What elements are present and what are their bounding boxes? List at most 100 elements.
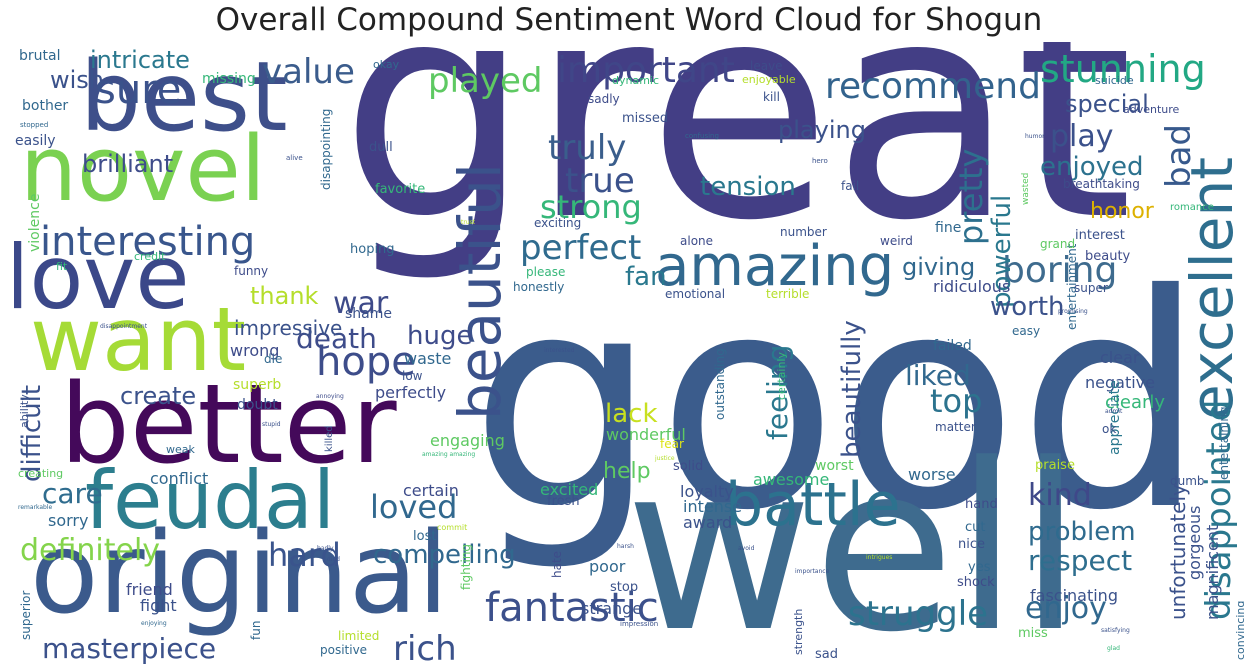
cloud-word-doubt: doubt bbox=[237, 397, 278, 413]
cloud-word-nice: nice bbox=[958, 537, 985, 552]
cloud-word-impression: impression bbox=[620, 620, 658, 628]
cloud-word-fight: fight bbox=[140, 596, 177, 615]
cloud-word-friend: friend bbox=[126, 580, 173, 599]
cloud-word-fear: fear bbox=[660, 437, 684, 451]
cloud-word-problem: problem bbox=[1028, 517, 1136, 547]
cloud-word-super: super bbox=[1074, 281, 1108, 295]
cloud-word-honestly: honestly bbox=[513, 280, 564, 294]
cloud-word-special: special bbox=[1065, 90, 1149, 118]
cloud-word-favorite: favorite bbox=[375, 182, 425, 197]
cloud-word-disappointed: disappointed bbox=[1199, 400, 1239, 620]
cloud-word-number: number bbox=[780, 225, 827, 239]
cloud-word-intrigues: intrigues bbox=[866, 554, 892, 561]
cloud-word-waste: waste bbox=[404, 349, 451, 368]
cloud-word-appreciate: appreciate bbox=[1107, 380, 1123, 455]
cloud-word-entertaining: entertaining bbox=[1217, 406, 1231, 480]
cloud-word-commit: commit bbox=[437, 523, 467, 532]
cloud-word-giving: giving bbox=[902, 253, 975, 281]
cloud-word-negative: negative bbox=[1085, 373, 1155, 392]
cloud-word-sorry: sorry bbox=[48, 511, 88, 530]
cloud-word-harsh: harsh bbox=[617, 543, 634, 550]
cloud-word-exciting: exciting bbox=[534, 216, 581, 230]
cloud-word-care: care bbox=[42, 477, 103, 510]
cloud-word-wish: wish bbox=[50, 66, 104, 94]
word-cloud-canvas: greatgoodwelloriginalbetterbestnovellove… bbox=[14, 42, 1244, 667]
cloud-word-amazing-amazing: amazing amazing bbox=[422, 451, 475, 458]
cloud-word-war: war bbox=[333, 286, 389, 321]
cloud-word-worse: worse bbox=[908, 465, 956, 484]
cloud-word-value: value bbox=[262, 52, 355, 92]
cloud-word-awesome: awesome bbox=[753, 470, 829, 489]
cloud-word-definitely: definitely bbox=[20, 533, 160, 568]
cloud-word-superb: superb bbox=[233, 377, 281, 393]
cloud-word-disappointing: disappointing bbox=[319, 109, 333, 190]
cloud-word-humor: humor bbox=[1025, 133, 1045, 140]
cloud-word-die: die bbox=[264, 352, 282, 366]
cloud-word-intense: intense bbox=[683, 497, 742, 516]
cloud-word-violence: violence bbox=[27, 194, 43, 252]
cloud-word-recommend: recommend bbox=[825, 66, 1041, 107]
cloud-word-honor: honor bbox=[1090, 199, 1155, 224]
cloud-word-fascinating: fascinating bbox=[1030, 586, 1118, 605]
cloud-word-interesting: interesting bbox=[40, 219, 255, 265]
cloud-word-disappointment: disappointment bbox=[100, 323, 148, 330]
cloud-word-confusing: confusing bbox=[685, 132, 719, 140]
cloud-word-compelling: compelling bbox=[373, 540, 516, 570]
cloud-word-leave: leave bbox=[750, 59, 783, 73]
cloud-word-yes: yes bbox=[968, 560, 991, 575]
cloud-word-gorgeous: gorgeous bbox=[1185, 505, 1204, 580]
cloud-word-trust: trust bbox=[461, 219, 476, 226]
cloud-word-weird: weird bbox=[880, 234, 913, 248]
cloud-word-feeling: feeling bbox=[761, 345, 794, 440]
cloud-word-played: played bbox=[428, 61, 542, 101]
cloud-word-rich: rich bbox=[393, 629, 457, 667]
cloud-word-justice: justice bbox=[654, 455, 675, 462]
cloud-word-ridiculous: ridiculous bbox=[933, 277, 1010, 296]
cloud-word-truly: truly bbox=[548, 128, 626, 168]
cloud-word-kind: kind bbox=[1028, 478, 1092, 513]
cloud-word-perfect: perfect bbox=[520, 228, 641, 268]
cloud-word-limited: limited bbox=[338, 629, 379, 643]
cloud-word-alive: alive bbox=[286, 154, 303, 162]
cloud-word-interested: interested bbox=[544, 347, 575, 354]
cloud-word-romance: romance bbox=[1170, 202, 1214, 213]
cloud-word-missed: missed bbox=[622, 111, 668, 126]
cloud-word-boring: boring bbox=[1002, 250, 1117, 291]
cloud-word-tension: tension bbox=[700, 172, 796, 202]
cloud-word-play: play bbox=[1050, 119, 1114, 154]
cloud-word-clearly: clearly bbox=[1105, 392, 1165, 413]
cloud-word-annoying: annoying bbox=[316, 393, 344, 400]
cloud-word-top: top bbox=[930, 382, 982, 420]
cloud-word-great: great bbox=[340, 42, 1133, 286]
cloud-word-death: death bbox=[296, 322, 377, 355]
cloud-word-liked: liked bbox=[905, 359, 971, 392]
cloud-word-loved: loved bbox=[370, 488, 457, 526]
cloud-word-best: best bbox=[80, 42, 288, 153]
cloud-word-fun: fun bbox=[249, 621, 263, 640]
cloud-word-grand: grand bbox=[1040, 237, 1075, 251]
cloud-word-intricate: intricate bbox=[90, 46, 190, 74]
cloud-word-fighting: fighting bbox=[459, 544, 473, 590]
cloud-word-worth: worth bbox=[990, 292, 1065, 322]
cloud-word-stunning: stunning bbox=[1040, 47, 1206, 91]
cloud-word-thank: thank bbox=[250, 282, 319, 310]
cloud-word-low: low bbox=[402, 369, 423, 383]
cloud-word-fantastic: fantastic bbox=[485, 585, 659, 631]
cloud-word-fine: fine bbox=[935, 220, 961, 236]
cloud-word-cut: cut bbox=[965, 520, 985, 535]
cloud-word-sure: sure bbox=[95, 67, 181, 113]
cloud-word-ok: ok bbox=[1102, 422, 1116, 436]
cloud-word-good: good bbox=[470, 231, 1205, 575]
cloud-word-glad: glad bbox=[1107, 645, 1120, 652]
cloud-word-certain: certain bbox=[403, 481, 459, 500]
cloud-word-shame: shame bbox=[345, 306, 392, 322]
cloud-word-enjoyed: enjoyed bbox=[1040, 152, 1144, 182]
cloud-word-sad: sad bbox=[815, 647, 838, 662]
cloud-word-hard: hard bbox=[268, 536, 341, 574]
cloud-word-died: died bbox=[327, 556, 340, 563]
cloud-word-battle: battle bbox=[725, 470, 901, 540]
cloud-word-worst: worst bbox=[815, 458, 854, 474]
cloud-word-excellent: excellent bbox=[1178, 157, 1244, 420]
cloud-word-well: well bbox=[625, 416, 1082, 667]
cloud-word-credit: credit bbox=[134, 250, 166, 263]
